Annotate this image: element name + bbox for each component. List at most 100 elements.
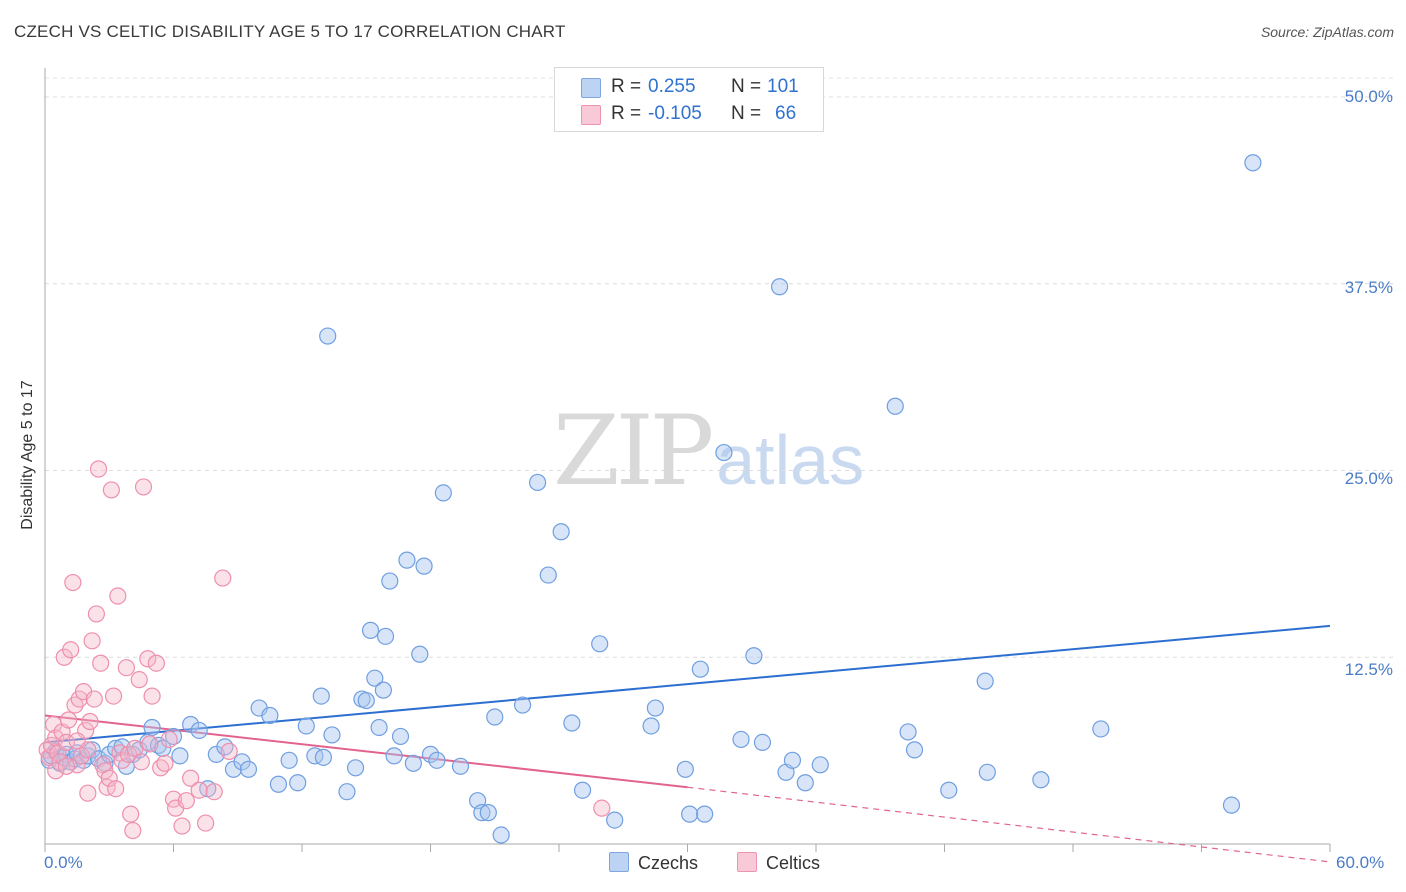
czechs-point: [361, 621, 380, 639]
celtics-point: [104, 687, 123, 705]
celtics-point: [173, 817, 191, 835]
celtics-point: [68, 732, 86, 750]
celtics-point: [182, 769, 200, 787]
czechs-point: [314, 748, 333, 766]
czechs-point: [182, 715, 200, 734]
celtics-point: [68, 756, 86, 774]
celtics-swatch: [581, 105, 601, 125]
r-value: 0.255: [648, 76, 696, 97]
celtics-point: [177, 792, 195, 810]
czechs-point: [83, 741, 101, 759]
celtics-point: [197, 814, 215, 832]
czechs-point: [1092, 720, 1110, 738]
celtics-point: [143, 687, 161, 705]
czechs-point: [811, 756, 829, 774]
czechs-point: [513, 696, 532, 714]
celtics-point: [122, 805, 140, 823]
czechs-point: [434, 484, 452, 502]
czechs-point: [528, 473, 547, 492]
celtics-point: [64, 573, 82, 592]
czechs-point: [357, 691, 375, 710]
czechs-point: [312, 687, 330, 705]
czechs-point: [280, 751, 298, 769]
czechs-point: [646, 699, 664, 717]
czechs-point: [1032, 771, 1050, 789]
legend-label: Celtics: [766, 853, 821, 873]
celtics-point: [124, 821, 142, 840]
celtics-point: [102, 481, 120, 499]
celtics-swatch: [737, 852, 757, 872]
czechs-point: [539, 566, 557, 584]
czechs-point: [563, 714, 581, 732]
axes: [44, 68, 1331, 852]
czechs-point: [428, 751, 446, 769]
czechs-point: [940, 781, 958, 799]
czechs-point: [905, 741, 924, 759]
czechs-point: [745, 647, 763, 665]
watermark: ZIPatlas: [553, 395, 864, 507]
czechs-point: [366, 669, 384, 687]
celtics-point: [59, 711, 78, 729]
czechs-point: [239, 760, 258, 778]
celtics-trend-line: [44, 714, 688, 789]
celtics-point: [57, 757, 76, 775]
czechs-point: [1244, 154, 1262, 172]
celtics-point: [132, 753, 150, 771]
y-tick-label: 50.0%: [1344, 87, 1393, 106]
n-label: N =: [731, 76, 762, 97]
r-label: R =: [611, 103, 642, 124]
celtics-point: [147, 654, 165, 672]
czechs-point: [411, 645, 429, 663]
czechs-point: [154, 739, 172, 757]
celtics-point: [85, 690, 103, 708]
y-axis-label: Disability Age 5 to 17: [19, 380, 36, 530]
celtics-point: [47, 762, 65, 780]
legend-row-czechs: R = 0.255 N = 101: [555, 74, 823, 100]
celtics-point: [130, 671, 148, 689]
czechs-point: [171, 747, 189, 765]
czechs-point: [289, 774, 307, 792]
celtics-point: [113, 751, 131, 769]
czechs-point: [297, 717, 315, 735]
czechs-point: [591, 635, 609, 653]
czechs-point: [306, 747, 324, 765]
celtics-point: [220, 742, 238, 760]
czechs-point: [573, 781, 592, 799]
legend-item-czechs: Czechs: [609, 852, 698, 874]
czechs-point: [473, 804, 491, 822]
czechs-point: [676, 760, 694, 778]
legend-row-celtics: R = -0.105 N = 66: [555, 101, 823, 127]
czechs-point: [404, 754, 422, 772]
celtics-point: [100, 769, 118, 787]
celtics-point: [141, 735, 159, 753]
czechs-point: [691, 660, 709, 678]
celtics-points: [38, 460, 611, 840]
czechs-swatch: [581, 78, 601, 98]
czechs-point: [319, 327, 337, 345]
y-tick-label: 37.5%: [1344, 278, 1393, 297]
czechs-point: [374, 681, 392, 699]
czechs-point: [391, 727, 410, 746]
r-value: -0.105: [648, 103, 702, 124]
correlation-legend: R = 0.255 N = 101 R = -0.105 N = 66: [554, 67, 824, 132]
watermark-atlas: atlas: [716, 421, 865, 499]
czechs-points: [40, 154, 1262, 844]
celtics-point: [109, 587, 127, 605]
celtics-point: [79, 784, 97, 802]
chart-title: CZECH VS CELTIC DISABILITY AGE 5 TO 17 C…: [14, 22, 566, 41]
celtics-point: [57, 733, 76, 752]
czechs-point: [715, 443, 733, 462]
czechs-point: [642, 717, 660, 735]
czechs-point: [696, 805, 714, 823]
y-tick-label: 25.0%: [1344, 469, 1393, 488]
czechs-point: [370, 718, 388, 737]
y-tick-label: 12.5%: [1344, 660, 1393, 679]
czechs-point: [479, 804, 497, 822]
czechs-point: [1222, 796, 1241, 814]
celtics-point: [593, 799, 611, 817]
celtics-point: [139, 650, 157, 668]
czechs-swatch: [609, 852, 629, 872]
grid-lines: [45, 77, 1393, 658]
czechs-point: [269, 775, 288, 793]
